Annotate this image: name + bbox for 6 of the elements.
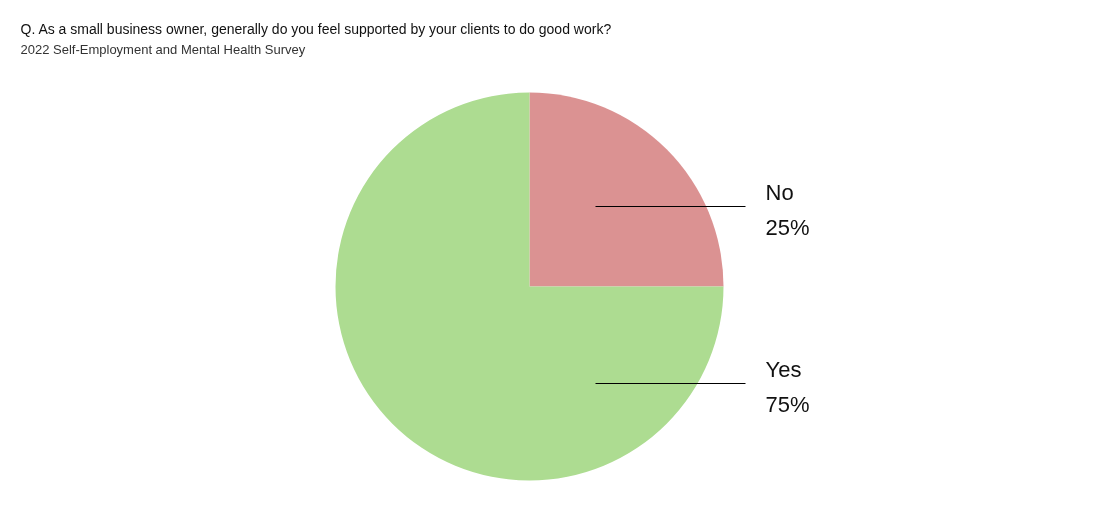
slice-label: No bbox=[765, 179, 794, 205]
data-label: 75% bbox=[765, 391, 810, 417]
chart-title: Q. As a small business owner, generally do you feel supported by your clients to do good work? bbox=[20, 20, 612, 37]
text: 2022 Self-Employment and Mental Health Survey bbox=[20, 41, 306, 57]
data-label: 25% bbox=[765, 214, 810, 240]
slice-label: Yes bbox=[765, 356, 802, 382]
